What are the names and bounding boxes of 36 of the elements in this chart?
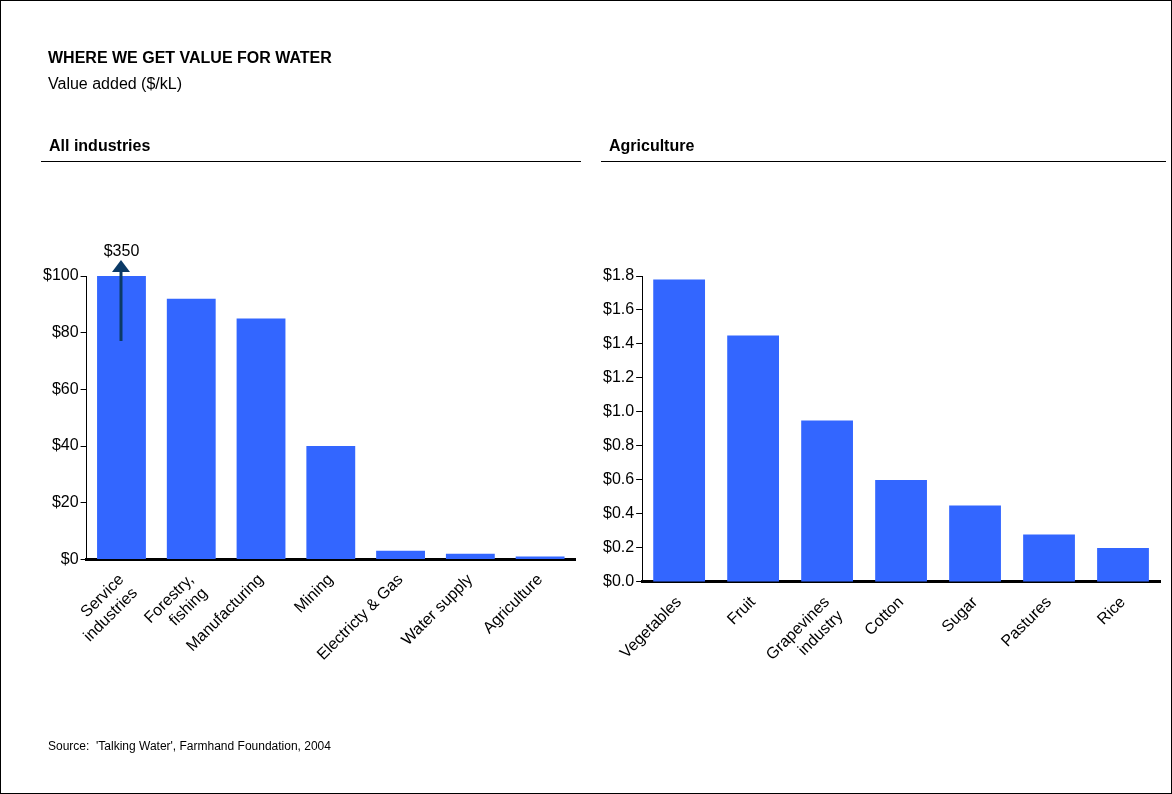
y-tick-label: $80: [51, 323, 79, 341]
bar: [376, 550, 425, 559]
bar: [97, 276, 146, 559]
y-tick-label: $0.8: [603, 436, 635, 454]
bar: [1023, 534, 1075, 582]
bar: [306, 446, 356, 559]
y-tick-label: $1.2: [603, 368, 635, 386]
y-tick-label: $20: [51, 493, 79, 511]
y-tick-label: $0.0: [603, 572, 635, 590]
text: Value added ($/kL): [48, 75, 183, 93]
y-tick-label: $40: [51, 436, 79, 454]
bar: [445, 553, 495, 559]
y-tick-label: $0.4: [603, 504, 635, 522]
y-tick-label: $1.0: [603, 402, 635, 420]
text: WHERE WE GET VALUE FOR WATER: [48, 49, 332, 67]
bar: [875, 479, 927, 582]
y-tick-label: $1.8: [603, 266, 635, 284]
bar: [949, 505, 1001, 582]
annotation: $350: [103, 242, 140, 260]
y-tick-label: $100: [43, 266, 79, 284]
y-tick-label: $60: [51, 379, 79, 397]
x-tick-label: Rice: [1093, 592, 1129, 628]
source-note: Source: 'Talking Water', Farmhand Foundation, 2004: [48, 739, 331, 753]
y-tick-label: $0.6: [603, 470, 635, 488]
bar: [653, 279, 706, 582]
bar: [236, 318, 286, 559]
chart-title: Agriculture: [601, 131, 1166, 162]
bar: [727, 335, 779, 582]
y-tick-label: $1.4: [603, 334, 635, 352]
bar: [166, 298, 216, 559]
y-tick-label: $0.2: [603, 538, 635, 556]
bar: [801, 420, 853, 582]
chart-title: All industries: [41, 131, 581, 162]
bar: [1097, 547, 1149, 582]
y-tick-label: $0: [60, 549, 79, 567]
y-tick-label: $1.6: [603, 300, 635, 318]
